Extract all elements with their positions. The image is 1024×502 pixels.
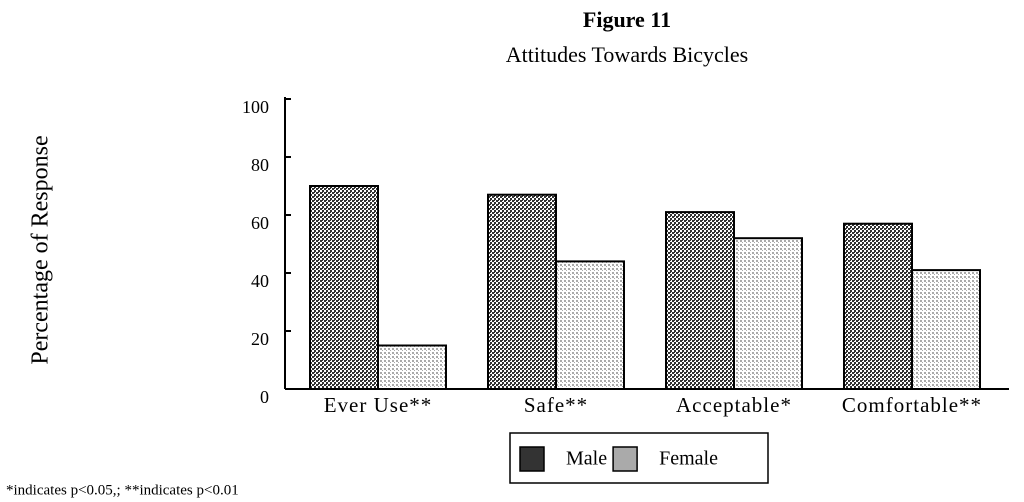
legend-box: [509, 432, 769, 484]
bar: [487, 193, 557, 390]
y-tick-label: 40: [251, 271, 269, 291]
legend-swatch: [519, 446, 545, 472]
y-tick-label: 0: [260, 387, 269, 407]
y-tick-label: 100: [242, 97, 269, 117]
bar: [911, 269, 981, 391]
y-tick-label: 60: [251, 213, 269, 233]
bar: [665, 211, 735, 390]
bar: [843, 222, 913, 390]
bar: [309, 185, 379, 390]
bar: [377, 344, 447, 390]
x-tick-label: Comfortable**: [842, 393, 982, 417]
chart-title: Figure 11: [583, 7, 671, 32]
legend-label: Female: [659, 448, 718, 470]
footnote: *indicates p<0.05,; **indicates p<0.01: [6, 482, 239, 498]
bar: [733, 237, 803, 390]
x-tick-label: Ever Use**: [324, 393, 433, 417]
legend-label: Male: [566, 448, 607, 470]
x-tick-label: Acceptable*: [676, 393, 792, 417]
y-tick-label: 20: [251, 329, 269, 349]
y-tick-label: 80: [251, 155, 269, 175]
x-tick-label: Safe**: [524, 393, 588, 417]
bar: [555, 260, 625, 390]
legend-swatch: [612, 446, 638, 472]
y-axis-label: Percentage of Response: [28, 135, 54, 364]
chart-subtitle: Attitudes Towards Bicycles: [506, 42, 748, 67]
